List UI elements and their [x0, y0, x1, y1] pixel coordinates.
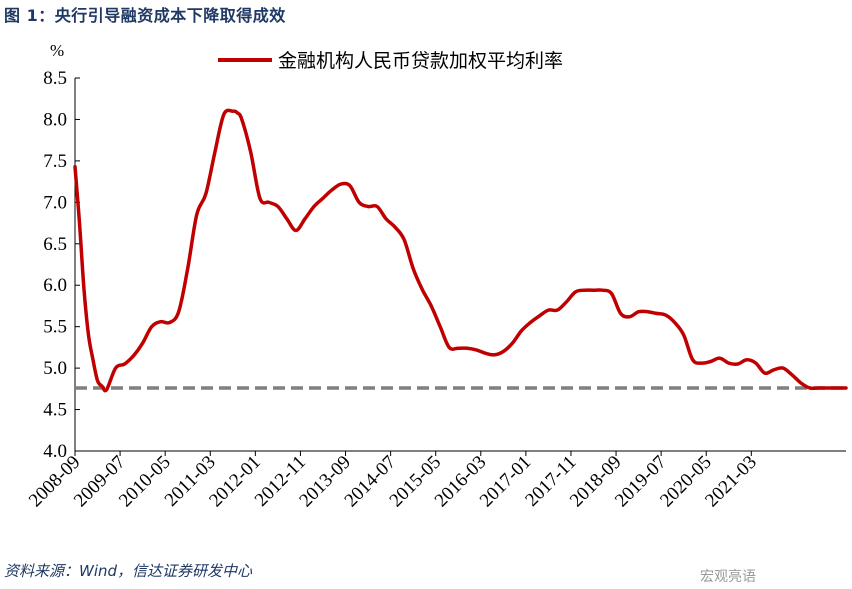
x-tick-label: 2021-03: [701, 452, 761, 512]
figure-source: 资料来源：Wind，信达证券研发中心: [4, 562, 253, 580]
y-tick-label: 8.5: [43, 68, 67, 89]
series-line: [73, 108, 848, 393]
y-tick-label: 6.0: [43, 275, 67, 296]
y-tick-label: 6.5: [43, 234, 67, 255]
series-lines: [73, 108, 848, 393]
legend: 金融机构人民币贷款加权平均利率: [218, 50, 563, 72]
y-tick-label: 5.0: [43, 358, 67, 379]
y-axis-unit: %: [50, 41, 64, 60]
y-tick-label: 4.5: [43, 400, 67, 421]
x-axis-ticks: 2008-092009-072010-052011-032012-012012-…: [25, 451, 761, 511]
y-tick-label: 5.5: [43, 317, 67, 338]
watermark: 宏观亮语: [700, 569, 756, 585]
y-tick-label: 7.0: [43, 192, 67, 213]
y-axis-ticks: 4.0 4.5 5.0 5.5 6.0 6.5 7.0 7.5 8.0 8.5: [43, 68, 80, 462]
y-tick-label: 8.0: [43, 109, 67, 130]
y-tick-label: 4.0: [43, 441, 67, 462]
axes: [74, 78, 846, 452]
y-tick-label: 7.5: [43, 151, 67, 172]
legend-label: 金融机构人民币贷款加权平均利率: [278, 50, 563, 72]
figure-title: 图 1：央行引导融资成本下降取得成效: [4, 6, 286, 25]
